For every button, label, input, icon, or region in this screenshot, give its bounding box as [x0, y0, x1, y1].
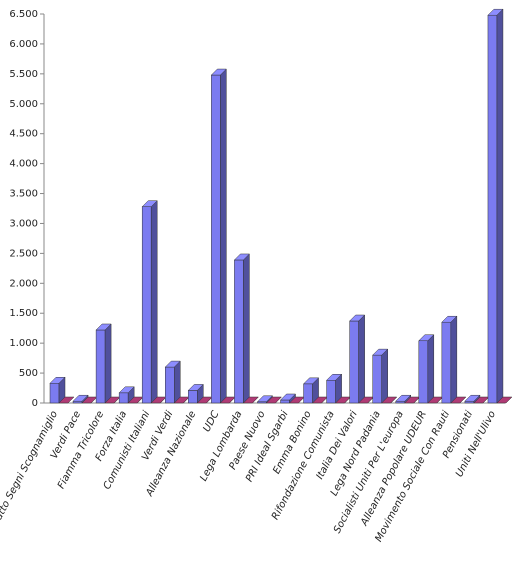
bar-front [72, 400, 83, 404]
y-tick-label: 2.000 [9, 278, 38, 289]
bar-front [418, 340, 429, 404]
bar-side [427, 334, 435, 404]
bar-top [464, 394, 481, 402]
bar-top [58, 396, 75, 404]
bar [187, 383, 204, 404]
bar-top [395, 394, 412, 402]
bar-top [95, 323, 112, 331]
y-tick-label: 1.500 [9, 308, 38, 319]
bar-side [174, 360, 181, 404]
bar-front [303, 383, 313, 404]
bar-top [487, 8, 504, 16]
bar [441, 315, 458, 404]
bar-top [187, 384, 204, 391]
bar-side [450, 315, 458, 404]
bar-front [211, 74, 221, 404]
bar-top [49, 377, 66, 384]
y-tick-label: 4.000 [9, 159, 38, 170]
bar-top [256, 395, 274, 403]
bar-top [265, 396, 283, 404]
bar-top [141, 200, 158, 207]
bar [349, 314, 366, 404]
bar [450, 396, 467, 404]
bar-side [150, 200, 158, 404]
bar-front [234, 259, 244, 404]
y-tick-label: 1.000 [9, 338, 38, 349]
bar [242, 396, 260, 404]
bar-top [279, 393, 297, 401]
bar [395, 394, 412, 404]
bar-top [302, 377, 320, 385]
bar [279, 393, 297, 404]
bar [210, 68, 227, 404]
bar-side [358, 314, 365, 404]
bar-front [464, 400, 475, 404]
y-tick-label: 2.500 [9, 248, 38, 259]
bar-top [441, 315, 458, 323]
bar-side [381, 348, 388, 404]
bar-front [487, 14, 498, 404]
bar-top [381, 396, 398, 404]
y-tick-label: 500 [19, 368, 38, 379]
bar-front [165, 366, 175, 404]
bar-front [188, 390, 198, 404]
bar-front [118, 392, 129, 404]
bar-top [242, 396, 260, 404]
y-tick-label: 3.000 [9, 218, 38, 229]
bar-front [349, 320, 359, 404]
bar [72, 394, 89, 404]
bar-top [233, 253, 251, 261]
bar [487, 8, 504, 404]
y-tick-label: 6.000 [9, 39, 38, 50]
bar-front [49, 383, 60, 404]
bar-front [280, 399, 290, 404]
bar [265, 396, 283, 404]
bar [233, 253, 251, 404]
x-tick-label: Patto Segni Scognamiglio [0, 409, 60, 527]
bar-side [104, 323, 112, 404]
y-tick-label: 0 [32, 398, 38, 409]
bar-front [441, 321, 452, 404]
y-tick-label: 4.500 [9, 129, 38, 140]
y-tick-label: 3.500 [9, 189, 38, 200]
bar [95, 323, 112, 404]
bar-top [450, 396, 467, 404]
bar [496, 396, 513, 404]
bar-front [326, 380, 336, 404]
bar-top [325, 374, 343, 381]
bar [302, 377, 320, 404]
bar-top [418, 334, 435, 342]
bar [418, 334, 435, 404]
y-tick-label: 5.000 [9, 99, 38, 110]
bar [464, 394, 481, 404]
bar-top [349, 314, 366, 322]
bar-front [95, 329, 106, 404]
y-tick-label: 5.500 [9, 69, 38, 80]
bar-side [220, 68, 227, 404]
bar [58, 396, 75, 404]
bar-front [141, 206, 152, 404]
bar [325, 373, 343, 404]
bar-top [210, 68, 227, 76]
bar-top [164, 360, 181, 368]
bar [49, 376, 66, 404]
bar [372, 348, 389, 404]
bar-front [395, 400, 405, 404]
bar-top [372, 348, 389, 356]
bar-top [496, 396, 513, 404]
bar [164, 360, 181, 404]
x-tick-label: UDC [201, 409, 221, 434]
bar-side [243, 253, 250, 404]
bar [118, 386, 135, 404]
bar-side [496, 8, 504, 404]
bar-top [118, 386, 135, 394]
bar-front [372, 354, 382, 404]
bar-top [72, 394, 89, 402]
bar [381, 396, 398, 404]
y-tick-label: 6.500 [9, 9, 38, 20]
bar [141, 200, 158, 404]
